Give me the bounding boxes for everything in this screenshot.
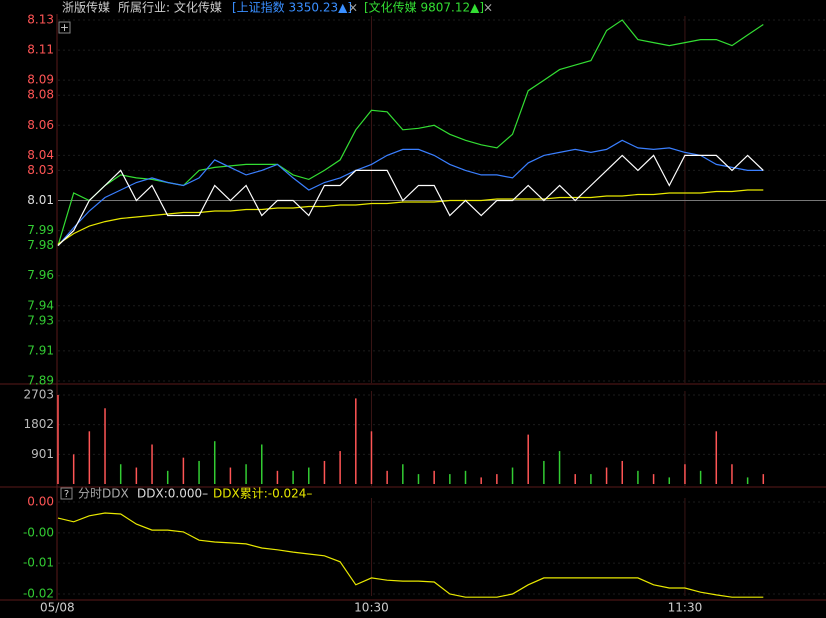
y-tick-label: -0.01 [23,556,54,570]
y-tick-label: 7.93 [27,313,54,327]
y-tick-label: -0.00 [23,525,54,539]
plus-box[interactable] [58,21,71,34]
help-box[interactable] [60,487,73,500]
volume-bar [590,474,592,484]
volume-bar [652,474,655,484]
volume-bar [198,460,200,484]
ddx-value: DDX:0.000– [137,487,208,501]
y-tick-label: 1802 [23,417,54,431]
line [57,154,764,247]
y-tick-label: 7.96 [27,268,54,282]
y-tick-label: 8.11 [27,43,54,57]
y-tick-label: 7.94 [27,298,54,312]
line [57,512,764,598]
volume-bar [417,474,420,484]
volume-bar [715,431,718,484]
volume-bar [511,467,514,484]
line [57,189,764,245]
close-button[interactable]: × [348,1,358,15]
volume-bar [746,477,749,484]
volume-bar [402,464,404,484]
volume-bar [292,470,294,484]
y-tick-label: 7.91 [27,343,54,357]
volume-bar [57,395,59,484]
industry[interactable]: 所属行业: 文化传媒 [118,0,222,15]
volume-bar [605,467,608,484]
y-tick-label: 8.01 [27,193,54,207]
volume-bar [480,477,482,484]
volume-bar [449,474,451,484]
volume-bar [543,460,545,484]
y-tick-label: 8.03 [27,163,54,177]
volume-bar [699,470,702,484]
volume-bar [527,434,529,484]
volume-bar [308,467,310,484]
volume-bar [433,470,435,484]
volume-bar [355,398,357,484]
volume-bar [637,470,639,484]
volume-bar [323,460,326,484]
y-tick-label: 8.04 [27,148,54,162]
close-button[interactable]: × [483,1,493,15]
volume-bar [574,474,576,484]
volume-bar [464,470,467,484]
y-tick-label: 8.08 [27,88,54,102]
volume-bar [684,464,686,484]
volume-bar [72,454,75,484]
y-tick-label: 7.98 [27,238,54,252]
help-icon[interactable]: ? [64,489,69,500]
volume-bar [88,431,91,484]
sector-quote[interactable]: [文化传媒 9807.12▲] [364,0,484,15]
volume-bar [261,444,263,484]
volume-bar [386,470,388,484]
volume-bar [166,470,169,484]
volume-bar [621,460,623,484]
volume-bar [496,474,498,484]
index-quote[interactable]: [上证指数 3350.23▲] [232,0,352,15]
ddx-title: 分时DDX [78,487,129,501]
ddx-cumulative: DDX累计:-0.024– [213,487,312,501]
volume-bar [668,477,671,484]
x-tick-label: 05/08 [40,601,75,615]
y-tick-label: 7.99 [27,223,54,237]
volume-bar [245,464,247,484]
y-tick-label: -0.02 [23,587,54,601]
volume-bar [119,464,122,484]
volume-bar [558,451,561,484]
volume-bar [151,444,153,484]
volume-bar [731,464,733,484]
x-tick-label: 10:30 [354,601,389,615]
volume-bar [762,474,765,484]
volume-bar [276,470,279,484]
volume-bar [135,467,138,484]
volume-bar [370,431,373,484]
volume-bar [229,467,232,484]
y-tick-label: 2703 [23,388,54,402]
volume-bar [339,451,341,484]
x-tick-label: 11:30 [668,601,703,615]
volume-bar [104,408,106,484]
plus-icon[interactable]: + [60,21,69,34]
y-tick-label: 7.89 [27,374,54,388]
y-tick-label: 8.13 [27,13,54,27]
line [57,139,764,246]
y-tick-label: 8.09 [27,73,54,87]
volume-bar [213,441,216,484]
stock-name: 浙版传媒 [62,0,110,15]
volume-bar [182,457,185,484]
y-tick-label: 8.06 [27,118,54,132]
y-tick-label: 901 [31,447,54,461]
y-tick-label: 0.00 [27,495,54,509]
